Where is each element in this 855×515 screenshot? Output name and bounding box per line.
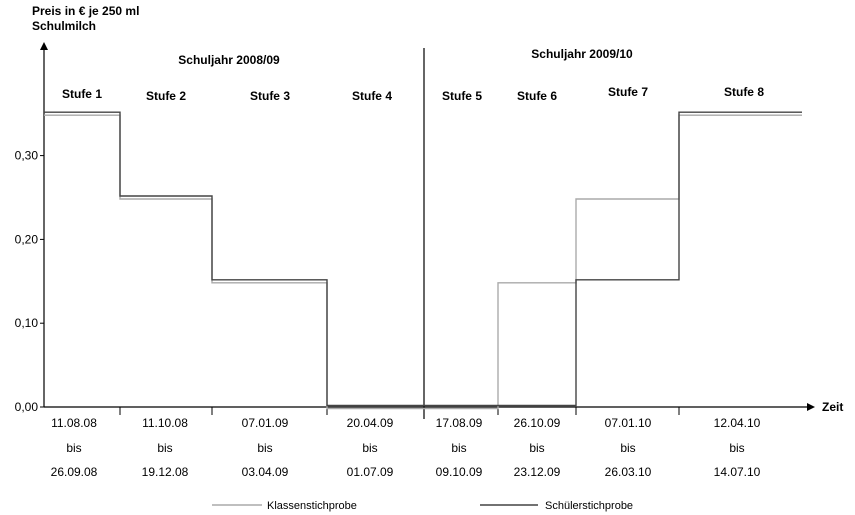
period-labels: 11.08.08 bis 26.09.08 11.10.08 bis 19.12.08 07… [51, 416, 761, 479]
period-from-label: 11.10.08 [142, 416, 188, 430]
y-tick-label: 0,30 [15, 149, 39, 163]
period-from-label: 12.04.10 [714, 416, 761, 430]
stage-label: Stufe 1 [62, 87, 102, 101]
period-to-label: 26.03.10 [605, 465, 652, 479]
stage-label: Stufe 7 [608, 85, 648, 99]
period-bis-label: bis [66, 441, 81, 455]
axes: 0,00 0,10 0,20 0,30 [15, 42, 815, 419]
period-bis-label: bis [729, 441, 744, 455]
x-axis-label: Zeit [822, 400, 843, 414]
period-from-label: 07.01.09 [242, 416, 289, 430]
series-line [44, 114, 802, 410]
stage-labels: Stufe 1 Stufe 2 Stufe 3 Stufe 4 Stufe 5 Stufe… [62, 85, 764, 103]
stage-label: Stufe 2 [146, 89, 186, 103]
period-to-label: 23.12.09 [514, 465, 561, 479]
series-line [44, 111, 802, 407]
series-layer [44, 111, 802, 410]
y-axis-label-line2: Schulmilch [32, 19, 96, 33]
period-to-label: 03.04.09 [242, 465, 289, 479]
x-axis-arrow [807, 403, 815, 411]
stage-label: Stufe 3 [250, 89, 290, 103]
y-tick-label: 0,10 [15, 316, 39, 330]
period-bis-label: bis [529, 441, 544, 455]
period-bis-label: bis [451, 441, 466, 455]
y-tick-label: 0,20 [15, 232, 39, 246]
period-from-label: 20.04.09 [347, 416, 394, 430]
legend: Klassenstichprobe Schülerstichprobe [212, 500, 633, 512]
y-tick-label: 0,00 [15, 400, 39, 414]
period-from-label: 07.01.10 [605, 416, 652, 430]
school-year-label-2: Schuljahr 2009/10 [531, 47, 633, 61]
y-axis-label: Preis in € je 250 ml [32, 4, 139, 18]
period-to-label: 19.12.08 [142, 465, 189, 479]
stage-label: Stufe 4 [352, 89, 392, 103]
period-from-label: 26.10.09 [514, 416, 561, 430]
stage-label: Stufe 6 [517, 89, 557, 103]
stage-label: Stufe 5 [442, 89, 482, 103]
school-year-label-1: Schuljahr 2008/09 [178, 53, 280, 67]
period-to-label: 14.07.10 [714, 465, 761, 479]
y-axis-arrow [40, 42, 48, 50]
period-bis-label: bis [257, 441, 272, 455]
period-to-label: 01.07.09 [347, 465, 394, 479]
stage-label: Stufe 8 [724, 85, 764, 99]
period-bis-label: bis [157, 441, 172, 455]
period-from-label: 17.08.09 [436, 416, 483, 430]
period-bis-label: bis [620, 441, 635, 455]
legend-label: Schülerstichprobe [545, 500, 633, 512]
period-to-label: 09.10.09 [436, 465, 483, 479]
legend-label: Klassenstichprobe [267, 500, 357, 512]
period-bis-label: bis [362, 441, 377, 455]
period-from-label: 11.08.08 [51, 416, 97, 430]
period-to-label: 26.09.08 [51, 465, 98, 479]
